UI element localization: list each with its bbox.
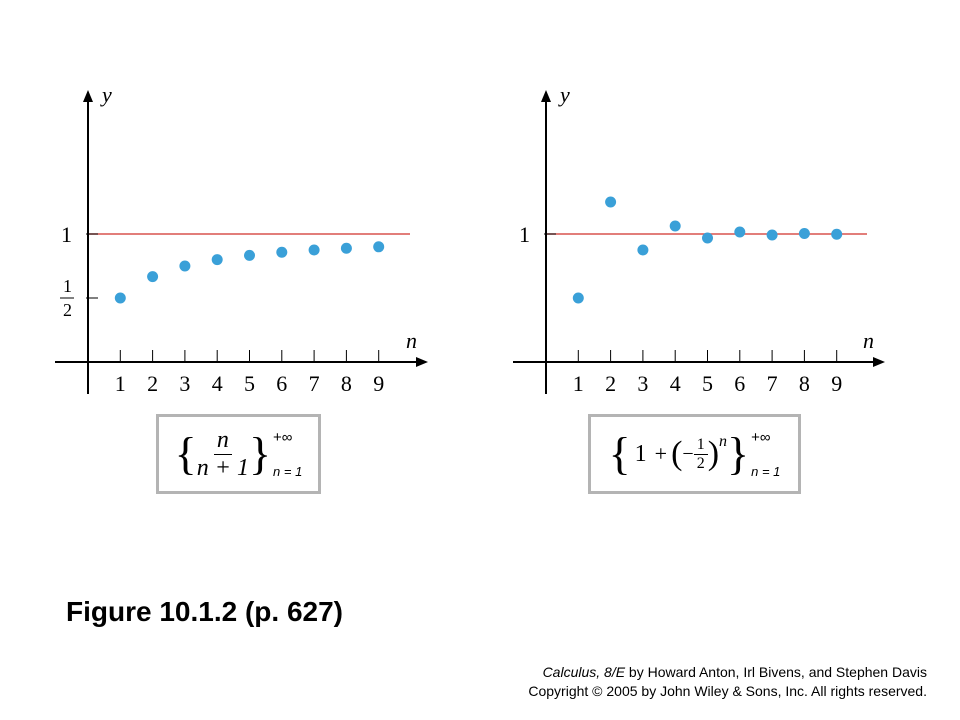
right-formula-lower-limit: n = 1 bbox=[751, 464, 781, 479]
right-y-axis-arrow bbox=[541, 90, 551, 102]
credits-line-1: Calculus, 8/E by Howard Anton, Irl Biven… bbox=[528, 663, 927, 682]
left-x-tick-label: 3 bbox=[179, 371, 190, 396]
credits: Calculus, 8/E by Howard Anton, Irl Biven… bbox=[528, 663, 927, 701]
left-y-tick-label-denominator: 2 bbox=[63, 300, 72, 320]
right-data-point bbox=[637, 244, 649, 256]
right-formula-exponent: n bbox=[719, 433, 728, 450]
left-data-point bbox=[308, 244, 320, 256]
right-x-tick-label: 3 bbox=[637, 371, 648, 396]
left-data-point bbox=[244, 249, 255, 261]
left-x-tick-label: 8 bbox=[341, 371, 352, 396]
right-x-tick-label: 1 bbox=[573, 371, 584, 396]
left-data-point bbox=[340, 242, 352, 254]
left-y-axis-label: y bbox=[100, 82, 112, 107]
right-paren-close: ) bbox=[707, 435, 720, 472]
left-formula-numerator: n bbox=[213, 427, 232, 455]
right-data-point bbox=[572, 292, 584, 304]
left-brace-open: { bbox=[174, 428, 197, 479]
credits-book-title: Calculus, 8/E bbox=[542, 664, 626, 680]
right-data-point bbox=[766, 229, 778, 241]
credits-authors: by Howard Anton, Irl Bivens, and Stephen… bbox=[625, 664, 927, 680]
left-y-tick-label-numerator: 1 bbox=[63, 276, 72, 296]
left-x-tick-label: 1 bbox=[115, 371, 126, 396]
right-data-point bbox=[831, 228, 843, 240]
right-data-point bbox=[798, 228, 810, 239]
left-x-tick-label: 7 bbox=[309, 371, 320, 396]
right-x-tick-label: 7 bbox=[767, 371, 778, 396]
left-formula-upper-limit: +∞ bbox=[273, 429, 293, 446]
left-formula-fraction: n n + 1 bbox=[197, 427, 249, 482]
left-data-point bbox=[179, 260, 191, 272]
left-x-axis-label: n bbox=[406, 328, 417, 353]
right-formula-upper-limit: +∞ bbox=[751, 429, 771, 446]
left-data-point bbox=[211, 254, 223, 266]
right-y-tick-label: 1 bbox=[519, 222, 530, 247]
left-data-point bbox=[276, 246, 288, 258]
right-formula-plus: + bbox=[654, 441, 668, 466]
right-x-tick-label: 2 bbox=[605, 371, 616, 396]
right-x-tick-label: 6 bbox=[734, 371, 745, 396]
left-data-point bbox=[373, 241, 385, 253]
right-x-tick-label: 5 bbox=[702, 371, 713, 396]
left-x-tick-label: 9 bbox=[373, 371, 384, 396]
left-formula-limits: +∞ n = 1 bbox=[273, 429, 302, 479]
right-x-axis-label: n bbox=[863, 328, 874, 353]
right-data-point bbox=[734, 226, 746, 238]
left-formula-lower-limit: n = 1 bbox=[273, 464, 303, 479]
left-data-point bbox=[114, 292, 126, 304]
left-x-tick-label: 5 bbox=[244, 371, 255, 396]
left-y-tick-label: 1 bbox=[61, 222, 72, 247]
left-x-tick-label: 2 bbox=[147, 371, 158, 396]
left-formula-denominator: n + 1 bbox=[196, 454, 249, 481]
left-brace-close: } bbox=[248, 428, 272, 479]
figure-title: Figure 10.1.2 (p. 627) bbox=[66, 596, 343, 627]
credits-line-2: Copyright © 2005 by John Wiley & Sons, I… bbox=[528, 683, 927, 699]
right-brace-close: } bbox=[727, 428, 750, 479]
right-formula-limits: +∞ n = 1 bbox=[751, 429, 780, 479]
right-x-tick-label: 4 bbox=[670, 371, 681, 396]
right-x-tick-label: 8 bbox=[799, 371, 810, 396]
right-formula-box: { 1 + ( − 1 2 ) n } +∞ n = 1 bbox=[588, 414, 801, 494]
left-x-tick-label: 6 bbox=[276, 371, 287, 396]
right-x-axis-arrow bbox=[873, 357, 885, 367]
right-chart: ny1 2 3 4 5 6 7 8 91 bbox=[513, 82, 885, 396]
right-brace-open: { bbox=[608, 428, 631, 479]
right-formula-denominator: 2 bbox=[696, 454, 705, 472]
right-formula-fraction: 1 2 bbox=[693, 436, 708, 473]
left-x-axis-arrow bbox=[416, 357, 428, 367]
right-data-point bbox=[605, 196, 617, 208]
left-x-tick-label: 4 bbox=[212, 371, 223, 396]
right-x-tick-label: 9 bbox=[831, 371, 842, 396]
right-formula-numerator: 1 bbox=[693, 436, 708, 455]
right-data-point bbox=[669, 220, 681, 232]
right-y-axis-label: y bbox=[558, 82, 570, 107]
left-formula-box: { n n + 1 } +∞ n = 1 bbox=[156, 414, 321, 494]
left-y-axis-arrow bbox=[83, 90, 93, 102]
right-formula-minus: − bbox=[682, 442, 694, 465]
right-paren-open: ( bbox=[671, 435, 683, 472]
right-data-point bbox=[702, 232, 713, 244]
left-data-point bbox=[147, 271, 159, 283]
right-formula-one: 1 bbox=[634, 440, 647, 467]
